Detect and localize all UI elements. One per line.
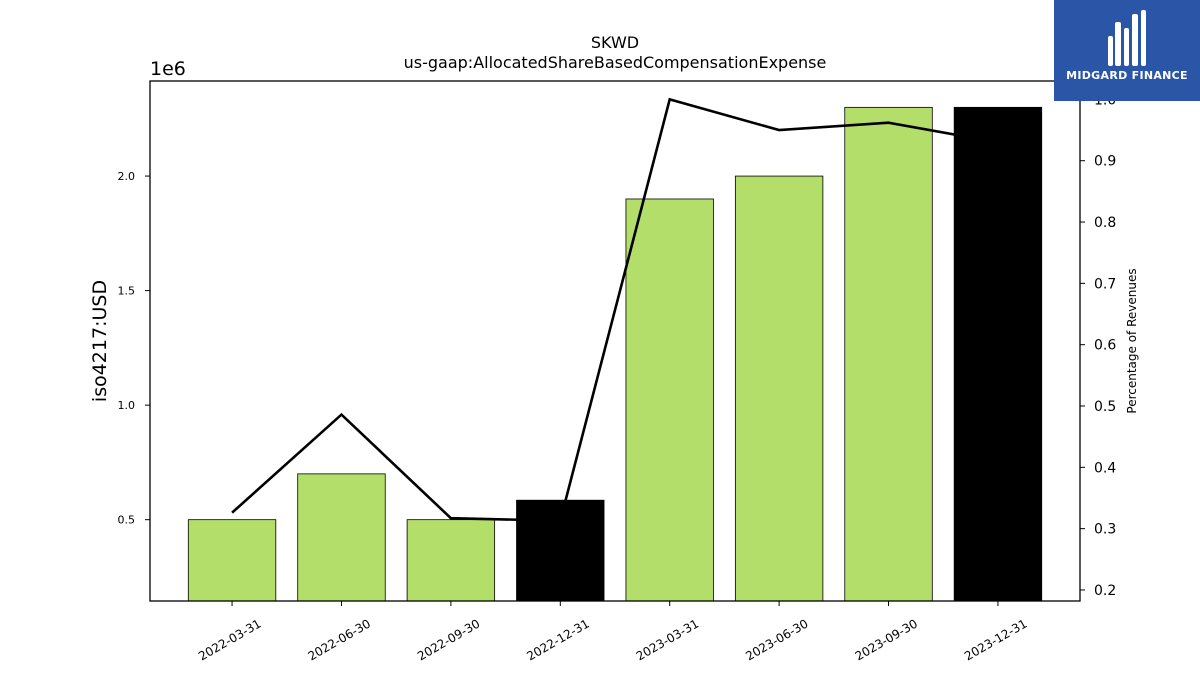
- bar-2023-09-30: [844, 106, 933, 602]
- bar-2023-12-31: [953, 106, 1043, 602]
- y-offset-label: 1e6: [150, 58, 186, 80]
- bar-2022-03-31: [187, 519, 277, 602]
- chart-title: SKWD: [591, 33, 639, 52]
- y2-tick-label: 0.5: [1094, 399, 1116, 415]
- y-tick-label: 0.5: [118, 514, 136, 527]
- bar-2022-09-30: [406, 519, 496, 602]
- y2-tick-label: 0.2: [1094, 583, 1116, 599]
- y-tick-label: 1.5: [118, 285, 136, 298]
- x-tick-label: 2023-06-30: [743, 616, 810, 663]
- bar-2023-06-30: [734, 175, 824, 602]
- logo-text: MIDGARD FINANCE: [1066, 69, 1188, 82]
- x-tick-label: 2023-12-31: [962, 616, 1029, 663]
- x-tick-label: 2022-12-31: [524, 616, 591, 663]
- y2-tick-label: 0.3: [1094, 522, 1116, 538]
- x-tick-label: 2023-03-31: [634, 616, 701, 663]
- logo: MIDGARD FINANCE: [1054, 0, 1200, 101]
- y2-tick-label: 0.8: [1094, 215, 1116, 231]
- bar-2022-12-31: [516, 499, 605, 602]
- y-tick-label: 2.0: [118, 170, 136, 183]
- plot-frame: [149, 80, 1081, 602]
- line-layer: [231, 97, 999, 522]
- y2-axis-label: Percentage of Revenues: [1125, 268, 1139, 413]
- y-axis-label: iso4217:USD: [89, 280, 111, 402]
- y-tick-label: 1.0: [118, 399, 136, 412]
- x-tick-label: 2022-03-31: [196, 616, 263, 663]
- bar-2022-06-30: [297, 473, 386, 602]
- chart-subtitle: us-gaap:AllocatedShareBasedCompensationE…: [404, 53, 827, 72]
- x-tick-label: 2023-09-30: [853, 616, 920, 663]
- y2-tick-label: 0.6: [1094, 338, 1116, 354]
- logo-mark-icon: [1108, 10, 1146, 66]
- y2-tick-label: 0.9: [1094, 154, 1116, 170]
- y2-tick-label: 0.7: [1094, 276, 1116, 292]
- x-tick-label: 2022-06-30: [306, 616, 373, 663]
- bars: [187, 106, 1043, 602]
- x-tick-label: 2022-09-30: [415, 616, 482, 663]
- y2-tick-label: 0.4: [1094, 460, 1116, 476]
- bar-2023-03-31: [625, 198, 714, 602]
- ratio-line: [231, 97, 999, 522]
